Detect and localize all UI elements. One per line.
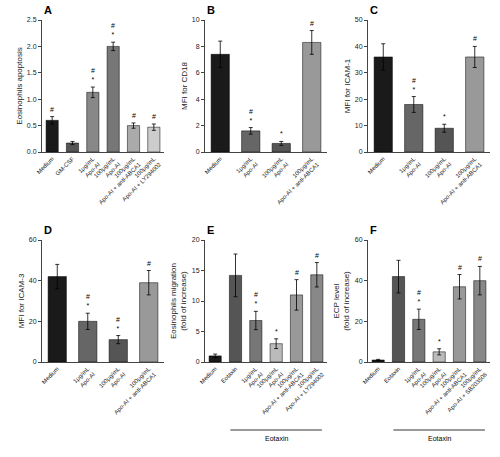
svg-text:100μg/mLApo-AI + LY294002: 100μg/mLApo-AI + LY294002	[116, 155, 163, 202]
svg-text:Medium: Medium	[204, 156, 223, 175]
svg-text:100μg/mLApo-AI + anti-ABCA1: 100μg/mLApo-AI + anti-ABCA1	[270, 155, 320, 205]
svg-text:2: 2	[196, 122, 200, 129]
svg-text:Eotaxin: Eotaxin	[383, 366, 401, 384]
svg-text:60: 60	[355, 236, 363, 243]
svg-text:100μg/mLApo-AI: 100μg/mLApo-AI	[419, 365, 448, 394]
svg-text:0: 0	[33, 358, 37, 365]
svg-text:100μg/mLApo-AI + anti-ABCA1: 100μg/mLApo-AI + anti-ABCA1	[255, 365, 305, 415]
svg-text:#: #	[50, 106, 54, 113]
svg-text:F: F	[370, 224, 377, 236]
svg-text:100μg/mLApo-AI + SB203508: 100μg/mLApo-AI + SB203508	[441, 365, 489, 413]
svg-text:#: #	[295, 269, 299, 276]
svg-text:20: 20	[192, 236, 200, 243]
svg-text:100μg/mLApo-AI: 100μg/mLApo-AI	[261, 155, 290, 184]
svg-text:#: #	[478, 255, 482, 262]
svg-text:100μg/mLApo-AI + anti-ABCA1: 100μg/mLApo-AI + anti-ABCA1	[418, 365, 468, 415]
svg-text:#: #	[315, 252, 319, 259]
svg-text:ECP level(fold of increase): ECP level(fold of increase)	[332, 271, 351, 331]
svg-text:4: 4	[196, 96, 200, 103]
svg-text:E: E	[207, 224, 214, 236]
svg-text:MFI for ICAM-1: MFI for ICAM-1	[343, 58, 352, 113]
svg-text:MFI for CD18: MFI for CD18	[180, 61, 189, 110]
svg-text:1μg/mLApo-AI: 1μg/mLApo-AI	[235, 155, 259, 179]
svg-text:5: 5	[196, 328, 200, 335]
svg-text:#*: #*	[86, 293, 90, 309]
svg-text:10: 10	[192, 297, 200, 304]
svg-text:#*: #*	[116, 316, 120, 332]
svg-text:GM-CSF: GM-CSF	[54, 156, 75, 177]
svg-text:D: D	[44, 224, 52, 236]
svg-text:Eotaxin: Eotaxin	[428, 435, 451, 442]
svg-text:1μg/mLApo-AI: 1μg/mLApo-AI	[77, 155, 101, 179]
svg-text:MFI for ICAM-3: MFI for ICAM-3	[17, 273, 26, 328]
svg-text:0: 0	[359, 358, 363, 365]
svg-text:#: #	[473, 35, 477, 42]
svg-text:Medium: Medium	[36, 156, 55, 175]
svg-text:100μg/mLApo-AI + anti-ABCA1: 100μg/mLApo-AI + anti-ABCA1	[433, 155, 483, 205]
svg-text:0.0: 0.0	[27, 148, 37, 155]
svg-text:Medium: Medium	[199, 366, 218, 385]
svg-text:#: #	[147, 260, 151, 267]
svg-text:Eotaxin: Eotaxin	[220, 366, 238, 384]
svg-text:1μg/mLApo-AI: 1μg/mLApo-AI	[403, 365, 427, 389]
svg-text:100μg/mLApo-AI: 100μg/mLApo-AI	[256, 365, 285, 394]
svg-text:40: 40	[29, 277, 37, 284]
svg-text:100μg/mLApo-AI: 100μg/mLApo-AI	[424, 155, 453, 184]
svg-text:10: 10	[355, 122, 363, 129]
svg-text:1μg/mLApo-AI: 1μg/mLApo-AI	[72, 365, 96, 389]
svg-text:#*: #*	[412, 77, 416, 93]
svg-text:#: #	[458, 264, 462, 271]
svg-text:#*: #*	[111, 22, 115, 38]
svg-text:Eosinophils migration(fold of: Eosinophils migration(fold of increase)	[169, 263, 188, 339]
svg-text:Eotaxin: Eotaxin	[265, 435, 288, 442]
svg-text:1μg/mLApo-AI: 1μg/mLApo-AI	[398, 155, 422, 179]
svg-text:100μg/mLApo-AI: 100μg/mLApo-AI	[93, 155, 122, 184]
svg-text:20: 20	[355, 318, 363, 325]
svg-text:Eosinophils apoptosis: Eosinophils apoptosis	[15, 47, 24, 124]
svg-text:0: 0	[196, 148, 200, 155]
svg-text:*: *	[280, 130, 283, 137]
svg-text:#*: #*	[91, 67, 95, 83]
svg-text:1.0: 1.0	[27, 96, 37, 103]
svg-text:15: 15	[192, 267, 200, 274]
svg-text:2.0: 2.0	[27, 43, 37, 50]
svg-text:100μg/mLApo-AI + LY294002: 100μg/mLApo-AI + LY294002	[279, 365, 326, 412]
svg-text:0: 0	[359, 148, 363, 155]
svg-text:#: #	[152, 113, 156, 120]
svg-text:Medium: Medium	[41, 366, 60, 385]
svg-text:1μg/mLApo-AI: 1μg/mLApo-AI	[240, 365, 264, 389]
svg-text:2.5: 2.5	[27, 16, 37, 23]
svg-text:40: 40	[355, 43, 363, 50]
svg-text:30: 30	[355, 69, 363, 76]
svg-text:0: 0	[196, 358, 200, 365]
svg-text:#*: #*	[254, 291, 258, 307]
svg-text:#*: #*	[417, 289, 421, 305]
svg-text:*: *	[438, 338, 441, 345]
svg-text:20: 20	[355, 96, 363, 103]
svg-text:#: #	[132, 112, 136, 119]
svg-text:Medium: Medium	[367, 156, 386, 175]
svg-text:0.5: 0.5	[27, 122, 37, 129]
svg-text:C: C	[370, 4, 378, 16]
svg-text:1.5: 1.5	[27, 69, 37, 76]
svg-text:*: *	[275, 328, 278, 335]
svg-text:20: 20	[29, 318, 37, 325]
svg-text:Medium: Medium	[362, 366, 381, 385]
svg-text:*: *	[443, 113, 446, 120]
svg-text:100μg/mLApo-AI: 100μg/mLApo-AI	[98, 365, 127, 394]
svg-text:60: 60	[29, 236, 37, 243]
svg-text:#*: #*	[249, 108, 253, 124]
svg-text:100μg/mLApo-AI + anti-ABCA1: 100μg/mLApo-AI + anti-ABCA1	[107, 365, 157, 415]
svg-text:10: 10	[192, 16, 200, 23]
svg-text:8: 8	[196, 43, 200, 50]
svg-text:50: 50	[355, 16, 363, 23]
svg-text:100μg/mLApo-AI + anti-ABCA1: 100μg/mLApo-AI + anti-ABCA1	[92, 155, 142, 205]
svg-text:A: A	[44, 4, 52, 16]
svg-text:6: 6	[196, 69, 200, 76]
svg-text:#: #	[310, 20, 314, 27]
svg-text:40: 40	[355, 277, 363, 284]
svg-text:B: B	[207, 4, 215, 16]
